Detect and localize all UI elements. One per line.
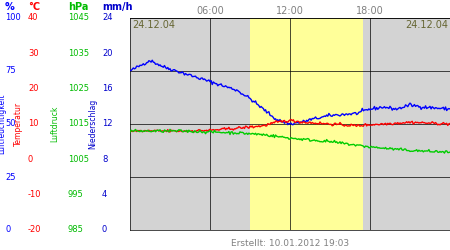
- Text: 4: 4: [102, 190, 107, 199]
- Text: 1005: 1005: [68, 155, 89, 164]
- Text: °C: °C: [28, 2, 40, 12]
- Text: 16: 16: [102, 84, 112, 93]
- Text: 24.12.04: 24.12.04: [405, 20, 448, 30]
- Text: 1015: 1015: [68, 120, 89, 128]
- Text: 0: 0: [102, 226, 107, 234]
- Text: 8: 8: [102, 155, 108, 164]
- Text: 1025: 1025: [68, 84, 89, 93]
- Text: 25: 25: [5, 172, 15, 182]
- Text: Erstellt: 10.01.2012 19:03: Erstellt: 10.01.2012 19:03: [231, 238, 349, 248]
- Text: 100: 100: [5, 14, 21, 22]
- Text: 24: 24: [102, 14, 112, 22]
- Text: 06:00: 06:00: [196, 6, 224, 16]
- Text: Niederschlag: Niederschlag: [89, 99, 98, 149]
- Text: 24.12.04: 24.12.04: [132, 20, 175, 30]
- Bar: [250, 18, 363, 230]
- Text: 12: 12: [102, 120, 112, 128]
- Text: 50: 50: [5, 120, 15, 128]
- Text: Luftfeuchtigkeit: Luftfeuchtigkeit: [0, 94, 6, 154]
- Text: 18:00: 18:00: [356, 6, 384, 16]
- Text: Temperatur: Temperatur: [14, 102, 22, 146]
- Text: 985: 985: [68, 226, 84, 234]
- Text: 1045: 1045: [68, 14, 89, 22]
- Text: 0: 0: [28, 155, 33, 164]
- Text: 75: 75: [5, 66, 16, 76]
- Text: %: %: [5, 2, 15, 12]
- Text: 20: 20: [102, 49, 112, 58]
- Text: -20: -20: [28, 226, 41, 234]
- Text: 1035: 1035: [68, 49, 89, 58]
- Text: 995: 995: [68, 190, 84, 199]
- Text: 0: 0: [5, 226, 10, 234]
- Text: 10: 10: [28, 120, 39, 128]
- Text: mm/h: mm/h: [102, 2, 132, 12]
- Text: 40: 40: [28, 14, 39, 22]
- Text: 30: 30: [28, 49, 39, 58]
- Text: Luftdruck: Luftdruck: [50, 106, 59, 142]
- Text: 20: 20: [28, 84, 39, 93]
- Text: -10: -10: [28, 190, 41, 199]
- Text: 12:00: 12:00: [276, 6, 304, 16]
- Text: hPa: hPa: [68, 2, 88, 12]
